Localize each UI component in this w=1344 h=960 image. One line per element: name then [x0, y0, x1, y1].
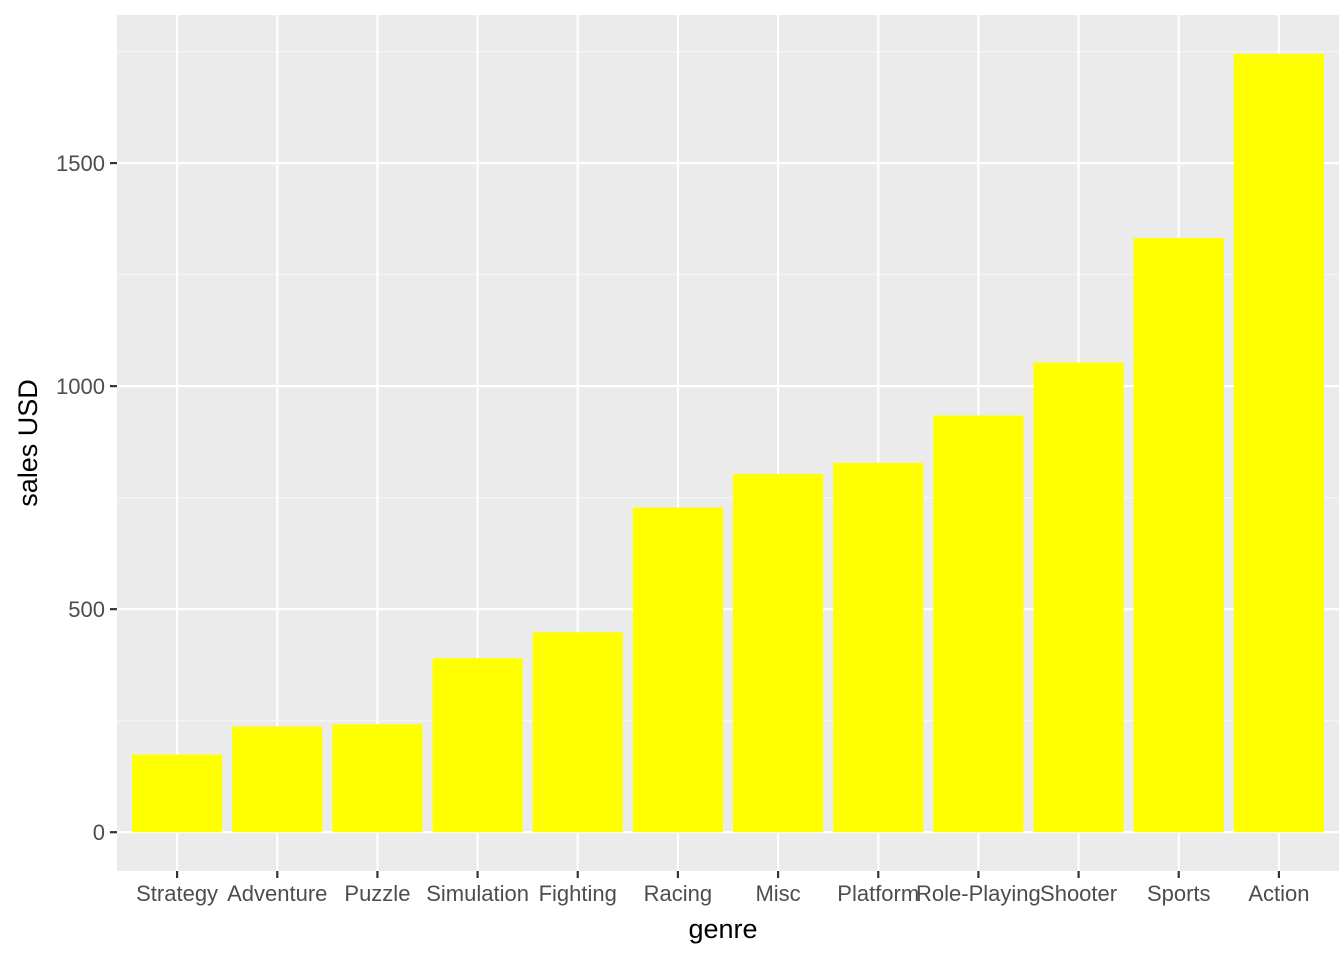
x-tick-label: Role-Playing	[916, 881, 1041, 906]
bar-role-playing	[933, 415, 1024, 833]
y-tick-label: 0	[93, 820, 105, 845]
x-tick-label: Fighting	[539, 881, 617, 906]
x-tick-label: Misc	[755, 881, 800, 906]
y-tick-label: 1500	[56, 151, 105, 176]
bar-strategy	[132, 754, 223, 833]
y-tick-label: 1000	[56, 374, 105, 399]
x-tick-label: Strategy	[136, 881, 218, 906]
bar-misc	[733, 474, 824, 833]
y-tick-label: 500	[68, 597, 105, 622]
bar-adventure	[232, 726, 323, 833]
bar-action	[1233, 53, 1324, 833]
y-axis-title: sales USD	[13, 379, 43, 507]
x-tick-label: Adventure	[227, 881, 327, 906]
bar-fighting	[532, 632, 623, 833]
bar-sports	[1133, 238, 1224, 833]
x-tick-label: Sports	[1147, 881, 1211, 906]
bars	[132, 53, 1324, 833]
x-tick-label: Simulation	[426, 881, 529, 906]
bar-puzzle	[332, 724, 423, 833]
x-tick-label: Action	[1248, 881, 1309, 906]
x-axis: Strategy Adventure Puzzle Simulation Fightin…	[136, 871, 1309, 906]
bar-platform	[833, 462, 924, 833]
bar-racing	[632, 507, 723, 833]
x-tick-label: Shooter	[1040, 881, 1117, 906]
bar-simulation	[432, 658, 523, 833]
x-tick-label: Racing	[644, 881, 712, 906]
x-tick-label: Puzzle	[344, 881, 410, 906]
bar-shooter	[1033, 362, 1124, 833]
x-axis-title: genre	[688, 914, 757, 944]
y-axis: 0 500 1000 1500	[56, 151, 117, 845]
x-tick-label: Platform	[837, 881, 919, 906]
